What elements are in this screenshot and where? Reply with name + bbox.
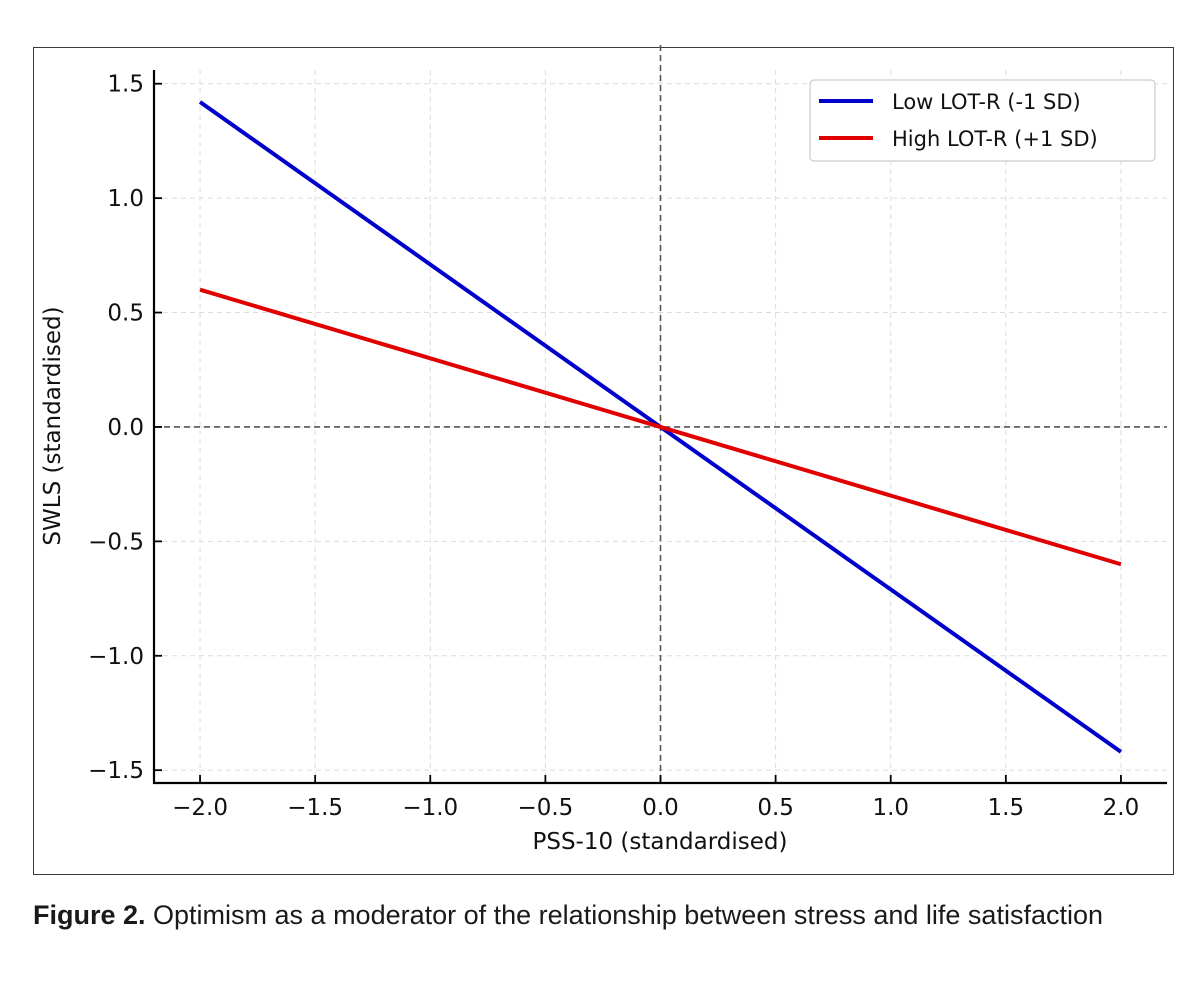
legend: Low LOT-R (-1 SD) High LOT-R (+1 SD) (809, 79, 1156, 162)
figure-caption: Figure 2. Optimism as a moderator of the… (33, 898, 1183, 933)
series-lines (198, 100, 1123, 754)
caption-text: Optimism as a moderator of the relations… (145, 900, 1103, 930)
y-tick-label: −1.5 (88, 758, 144, 784)
y-tick-label: 0.0 (107, 415, 144, 441)
y-ticks: 1.5 1.0 0.5 0.0 −0.5 −1.0 −1.5 (88, 72, 162, 784)
y-tick-label: 0.5 (107, 301, 144, 327)
x-tick-label: 1.5 (988, 795, 1025, 821)
y-tick-label: 1.5 (107, 72, 144, 98)
x-tick-label: 0.5 (757, 795, 794, 821)
caption-label: Figure 2. (33, 900, 146, 930)
x-tick-label: −0.5 (517, 795, 573, 821)
line-chart: −2.0 −1.5 −1.0 −0.5 0.0 0.5 1.0 1.5 2.0 1.5 1.0 0.… (40, 45, 1167, 855)
y-tick-label: −1.0 (88, 644, 144, 670)
series-line-high-lot-r (199, 287, 1122, 567)
x-tick-label: 0.0 (642, 795, 679, 821)
y-axis-label: SWLS (standardised) (40, 306, 66, 545)
reference-lines (154, 45, 1167, 783)
x-tick-label: 1.0 (872, 795, 909, 821)
legend-label-high: High LOT-R (+1 SD) (892, 127, 1098, 151)
legend-label-low: Low LOT-R (-1 SD) (892, 90, 1081, 114)
y-tick-label: 1.0 (107, 186, 144, 212)
figure-frame (33, 47, 1174, 875)
x-tick-label: −1.0 (402, 795, 458, 821)
x-ticks: −2.0 −1.5 −1.0 −0.5 0.0 0.5 1.0 1.5 2.0 (172, 775, 1139, 821)
legend-box (809, 79, 1156, 162)
x-tick-label: 2.0 (1103, 795, 1140, 821)
x-tick-label: −2.0 (172, 795, 228, 821)
x-axis-label: PSS-10 (standardised) (532, 829, 787, 855)
x-tick-label: −1.5 (287, 795, 343, 821)
y-tick-label: −0.5 (88, 529, 144, 555)
